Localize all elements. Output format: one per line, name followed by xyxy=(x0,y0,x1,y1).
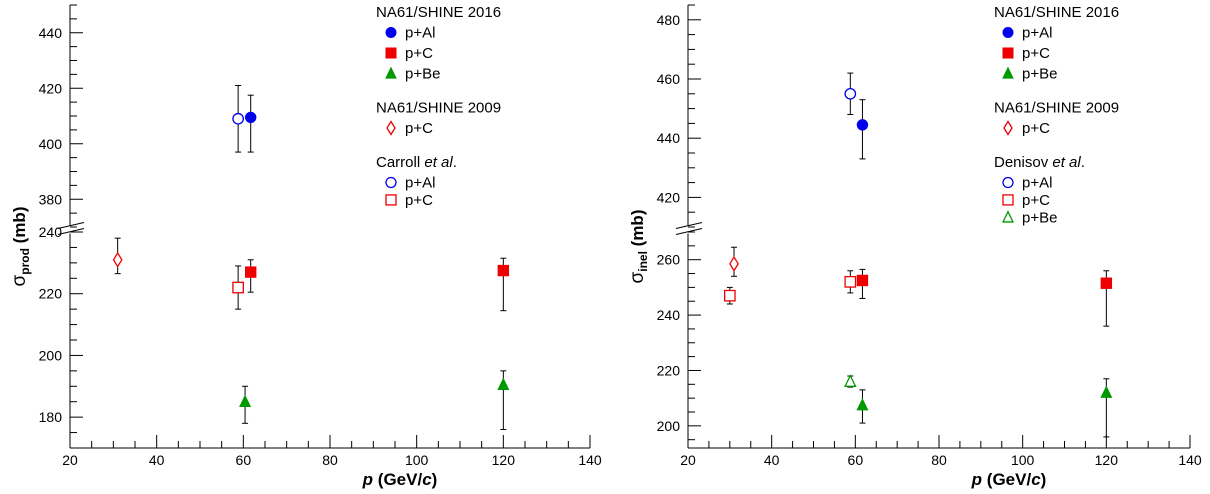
y-tick-label: 260 xyxy=(657,252,681,268)
y-tick-label: 200 xyxy=(39,347,63,363)
x-tick-label: 120 xyxy=(492,452,516,468)
legend-marker xyxy=(386,120,396,136)
x-tick-label: 20 xyxy=(680,452,696,468)
legend-marker xyxy=(385,27,397,38)
legend-marker xyxy=(1002,66,1014,79)
legend-marker xyxy=(1002,176,1014,189)
data-point xyxy=(232,112,244,125)
legend-marker xyxy=(1002,194,1014,206)
x-tick-label: 60 xyxy=(848,452,864,468)
axis-break-mark xyxy=(57,222,85,229)
legend-entry-label: p+C xyxy=(1022,192,1050,209)
data-point xyxy=(497,264,510,277)
chart-panel-2: 20 40 60 80 100 120 140 200 220 240 260 420 440 460 48… xyxy=(627,4,1202,489)
legend-entry-label: p+Al xyxy=(405,175,435,192)
data-point xyxy=(239,394,252,407)
data-point xyxy=(856,274,869,287)
chart-panel-1: 20 40 60 80 100 120 140 180 200 220 240 380 400 420 44… xyxy=(9,4,602,489)
legend-entry-label: p+Al xyxy=(405,25,435,42)
y-tick-label: 440 xyxy=(657,130,681,146)
legend-group-title: NA61/SHINE 2016 xyxy=(994,4,1119,21)
legend-group-title: Carroll et al. xyxy=(376,154,457,171)
legend-marker xyxy=(1003,120,1013,136)
legend-group-title: NA61/SHINE 2009 xyxy=(376,100,501,117)
y-axis-title: σinel (mb) xyxy=(627,210,650,284)
data-point xyxy=(232,281,244,294)
y-tick-label: 400 xyxy=(39,136,63,152)
axis-break-mark xyxy=(675,222,703,229)
y-tick-label: 440 xyxy=(39,25,63,41)
y-tick-label: 460 xyxy=(657,71,681,87)
y-tick-label: 380 xyxy=(39,191,63,207)
legend-marker xyxy=(385,66,397,79)
legend-entry-label: p+C xyxy=(405,192,433,209)
legend-marker xyxy=(385,176,397,189)
legend-entry-label: p+Al xyxy=(1022,175,1052,192)
y-tick-label: 480 xyxy=(657,12,681,28)
y-tick-label: 200 xyxy=(657,418,681,434)
x-tick-label: 40 xyxy=(149,452,165,468)
data-point xyxy=(245,266,257,278)
y-tick-label: 220 xyxy=(39,286,63,302)
legend-entry-label: p+C xyxy=(405,120,433,137)
data-point xyxy=(497,377,510,391)
x-tick-label: 20 xyxy=(62,452,78,468)
x-tick-label: 100 xyxy=(405,452,429,468)
legend-group-title: NA61/SHINE 2016 xyxy=(376,4,501,21)
x-tick-label: 60 xyxy=(236,452,252,468)
legend-entry-label: p+C xyxy=(1022,120,1050,137)
data-point xyxy=(844,87,857,100)
data-point xyxy=(112,251,123,268)
y-axis-title: σprod (mb) xyxy=(9,207,32,287)
legend-entry-label: p+Be xyxy=(405,66,440,83)
x-axis-title: p (GeV/c) xyxy=(971,470,1047,489)
legend-marker xyxy=(1001,210,1015,223)
legend-marker xyxy=(1002,47,1014,59)
x-tick-label: 120 xyxy=(1095,452,1119,468)
data-point xyxy=(844,275,857,288)
legend-entry-label: p+C xyxy=(405,45,433,62)
x-tick-label: 140 xyxy=(1178,452,1202,468)
legend-entry-label: p+C xyxy=(1022,45,1050,62)
legend-entry-label: p+Al xyxy=(1022,25,1052,42)
y-tick-label: 420 xyxy=(657,189,681,205)
y-tick-label: 240 xyxy=(39,224,63,240)
data-point xyxy=(723,289,736,302)
data-point xyxy=(856,397,869,411)
x-tick-label: 80 xyxy=(322,452,338,468)
x-tick-label: 100 xyxy=(1011,452,1035,468)
y-tick-label: 220 xyxy=(657,362,681,378)
legend-marker xyxy=(1002,27,1014,38)
y-tick-label: 240 xyxy=(657,307,681,323)
legend-entry-label: p+Be xyxy=(1022,66,1057,83)
x-tick-label: 40 xyxy=(764,452,780,468)
y-tick-label: 180 xyxy=(39,409,63,425)
data-point xyxy=(729,255,739,272)
data-point xyxy=(245,111,257,124)
y-tick-label: 420 xyxy=(39,80,63,96)
legend-marker xyxy=(385,47,397,59)
x-tick-label: 80 xyxy=(931,452,947,468)
data-point xyxy=(856,119,869,131)
legend-marker xyxy=(385,194,397,206)
data-point xyxy=(844,374,857,387)
x-axis-title: p (GeV/c) xyxy=(362,470,438,489)
legend-group-title: Denisov et al. xyxy=(994,154,1085,171)
data-point xyxy=(1100,385,1113,398)
x-tick-label: 140 xyxy=(578,452,602,468)
legend-group-title: NA61/SHINE 2009 xyxy=(994,100,1119,117)
data-point xyxy=(1100,277,1113,289)
legend-entry-label: p+Be xyxy=(1022,209,1057,226)
